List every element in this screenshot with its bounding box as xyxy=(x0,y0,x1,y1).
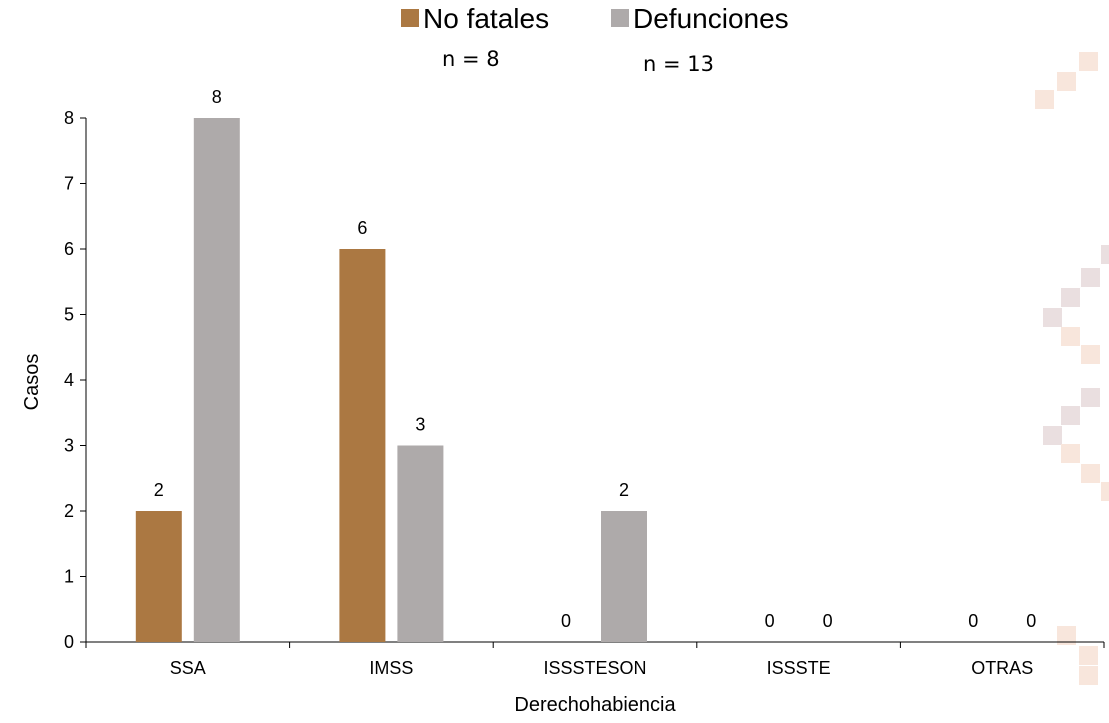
y-tick-label: 7 xyxy=(64,174,74,194)
decor-square xyxy=(1101,245,1109,264)
x-axis-title: Derechohabiencia xyxy=(514,694,676,716)
y-tick-label: 6 xyxy=(64,239,74,259)
decor-square xyxy=(1079,666,1098,685)
decor-square xyxy=(1043,426,1062,445)
decor-square xyxy=(1079,646,1098,665)
data-labels: 2 8 6 3 0 2 0 0 0 0 xyxy=(154,87,1036,631)
decor-square xyxy=(1081,464,1100,483)
decor-square xyxy=(1061,406,1080,425)
y-tick-label: 5 xyxy=(64,305,74,325)
decor-square xyxy=(1081,345,1100,364)
data-label-defunciones-ssa: 8 xyxy=(212,87,222,107)
data-label-no-fatales-ssa: 2 xyxy=(154,480,164,500)
legend-n-no-fatales: n = 8 xyxy=(442,47,500,71)
x-tick-label-imss: IMSS xyxy=(369,658,413,678)
bar-no-fatales-ssa xyxy=(135,511,182,642)
axes: 0 1 2 3 4 5 6 7 8 SSA IMSS ISSSTESON ISSSTE OTRAS xyxy=(64,108,1105,678)
legend-n-defunciones: n = 13 xyxy=(643,52,714,76)
decor-square xyxy=(1035,90,1054,109)
decor-square xyxy=(1081,388,1100,407)
decor-square xyxy=(1061,327,1080,346)
y-tick-label: 4 xyxy=(64,370,74,390)
legend: No fatales n = 8 Defunciones n = 13 xyxy=(401,3,789,76)
bar-no-fatales-imss xyxy=(339,249,386,642)
y-tick-label: 0 xyxy=(64,632,74,652)
legend-swatch-defunciones xyxy=(611,9,629,27)
x-tick-label-isssteson: ISSSTESON xyxy=(543,658,646,678)
y-tick-label: 8 xyxy=(64,108,74,128)
x-tick-label-issste: ISSSTE xyxy=(767,658,831,678)
decor-square xyxy=(1057,72,1076,91)
legend-label-no-fatales: No fatales xyxy=(423,3,549,34)
legend-swatch-no-fatales xyxy=(401,9,419,27)
data-label-defunciones-isssteson: 2 xyxy=(619,480,629,500)
data-label-defunciones-issste: 0 xyxy=(823,611,833,631)
data-label-no-fatales-imss: 6 xyxy=(357,218,367,238)
decor-square xyxy=(1043,308,1062,327)
bar-defunciones-isssteson xyxy=(601,511,647,642)
x-tick-label-ssa: SSA xyxy=(170,658,206,678)
x-tick-label-otras: OTRAS xyxy=(971,658,1033,678)
decor-square xyxy=(1061,444,1080,463)
data-label-defunciones-imss: 3 xyxy=(415,415,425,435)
y-axis-title: Casos xyxy=(21,354,43,411)
background-decoration xyxy=(1035,52,1109,685)
data-label-no-fatales-issste: 0 xyxy=(765,611,775,631)
data-label-defunciones-otras: 0 xyxy=(1026,611,1036,631)
decor-square xyxy=(1081,268,1100,287)
decor-square xyxy=(1101,482,1109,501)
decor-square xyxy=(1079,52,1098,71)
data-label-no-fatales-isssteson: 0 xyxy=(561,611,571,631)
bar-defunciones-imss xyxy=(397,445,444,642)
y-tick-label: 1 xyxy=(64,567,74,587)
decor-square xyxy=(1057,626,1076,645)
legend-label-defunciones: Defunciones xyxy=(633,3,789,34)
bars xyxy=(135,118,647,642)
y-tick-label: 3 xyxy=(64,436,74,456)
bar-defunciones-ssa xyxy=(193,118,240,642)
data-label-no-fatales-otras: 0 xyxy=(968,611,978,631)
decor-square xyxy=(1061,288,1080,307)
y-tick-label: 2 xyxy=(64,501,74,521)
